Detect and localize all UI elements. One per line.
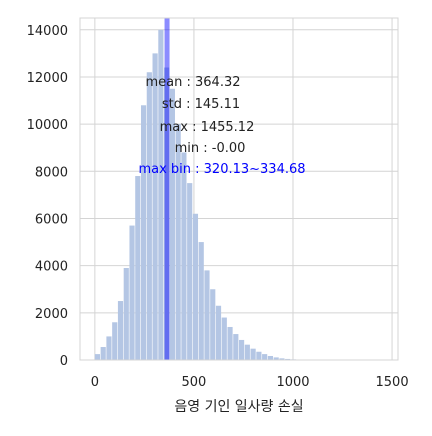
histogram-bar	[256, 352, 261, 360]
histogram-bar	[153, 53, 158, 360]
x-tick-label: 0	[91, 375, 99, 390]
annotation-max: max : 1455.12	[160, 120, 255, 135]
histogram-bar	[95, 354, 100, 360]
histogram-bar	[193, 214, 198, 360]
annotation-mean: mean : 364.32	[146, 75, 241, 90]
y-tick-label: 4000	[35, 260, 68, 275]
histogram-bar	[101, 347, 106, 360]
annotation-std: std : 145.11	[162, 97, 240, 112]
y-tick-labels: 0 2000 4000 6000 8000 10000 12000 14000	[27, 24, 68, 369]
x-tick-labels: 0 500 1000 1500	[91, 375, 409, 390]
histogram-bar	[129, 226, 134, 360]
x-tick-label: 1000	[276, 375, 309, 390]
y-tick-label: 12000	[27, 71, 68, 86]
y-tick-label: 10000	[27, 118, 68, 133]
histogram-bar	[210, 289, 215, 360]
x-tick-label: 1500	[376, 375, 409, 390]
x-tick-label: 500	[182, 375, 207, 390]
x-axis-label: 음영 기인 일사량 손실	[174, 399, 303, 415]
histogram-bar	[118, 301, 123, 360]
histogram-bar	[227, 327, 232, 360]
y-tick-label: 6000	[35, 212, 68, 227]
annotation-max-bin: max bin : 320.13~334.68	[138, 162, 305, 177]
histogram-bar	[245, 345, 250, 360]
histogram-bar	[135, 176, 140, 360]
histogram-bar	[181, 152, 186, 360]
histogram-bar	[147, 72, 152, 360]
histogram-bar	[239, 340, 244, 360]
annotation-min: min : -0.00	[175, 141, 246, 156]
histogram-bar	[204, 270, 209, 360]
histogram-bar	[222, 318, 227, 360]
histogram-bar	[141, 105, 146, 360]
histogram-bar	[251, 349, 256, 360]
histogram-bar	[216, 306, 221, 360]
y-tick-label: 2000	[35, 307, 68, 322]
y-tick-label: 14000	[27, 24, 68, 39]
histogram-bar	[112, 322, 117, 360]
histogram-bar	[268, 356, 273, 360]
histogram-bar	[176, 124, 181, 360]
histogram-bar	[233, 334, 238, 360]
y-tick-label: 8000	[35, 165, 68, 180]
histogram-bar	[262, 354, 267, 360]
histogram-bar	[199, 242, 204, 360]
histogram-bar	[106, 336, 111, 360]
histogram-bar	[187, 183, 192, 360]
histogram-bar	[124, 268, 129, 360]
y-tick-label: 0	[60, 354, 68, 369]
